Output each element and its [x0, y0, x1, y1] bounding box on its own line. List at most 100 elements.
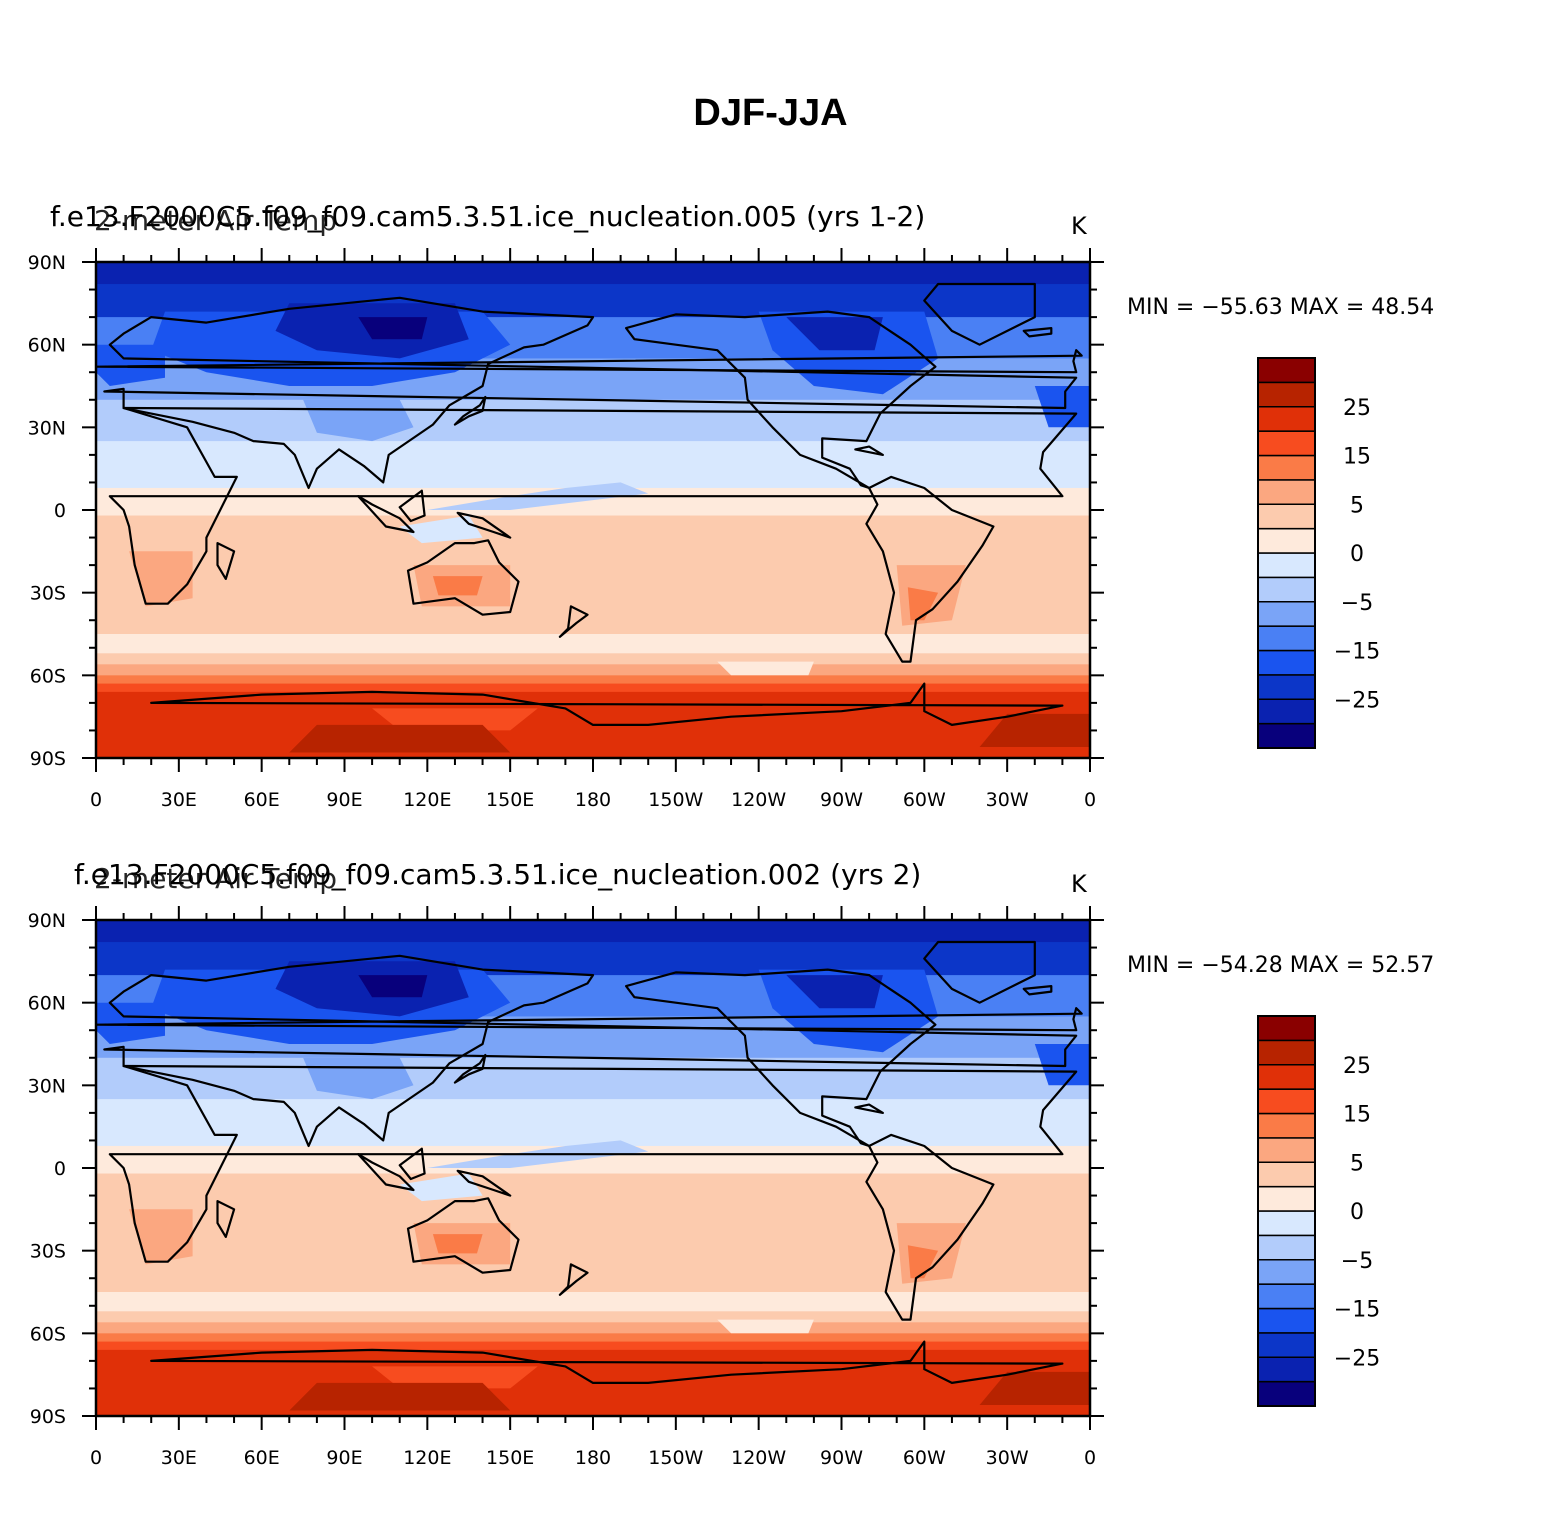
coastline [923, 282, 1036, 346]
lon-tick-label: 120W [731, 789, 786, 811]
lon-tick-label: 60W [903, 789, 946, 811]
case-title: f.e13.F2000C5.f09_f09.cam5.3.51.ice_nucl… [74, 858, 922, 891]
temperature-band [96, 1322, 1090, 1334]
temperature-anomaly-region [289, 724, 511, 753]
temperature-anomaly-region [358, 317, 428, 340]
temperature-band [96, 634, 1090, 654]
temperature-anomaly-region [717, 1319, 814, 1334]
temperature-band [96, 1333, 1090, 1343]
lon-tick-label: 180 [575, 1447, 611, 1469]
coastline [406, 539, 520, 616]
colorbar-swatch [1257, 1380, 1316, 1407]
colorbar-swatch [1257, 503, 1316, 530]
temperature-band [96, 653, 1090, 665]
temperature-band [96, 664, 1090, 676]
colorbar-label: 15 [1343, 445, 1371, 470]
contour-fill [96, 262, 1090, 758]
map-plot: 90N 60N 30N 0 30S 60S 90S 0 30E 60E 90E 120E 150E 180… [28, 906, 1380, 1469]
lat-tick-label: 30N [28, 1075, 66, 1097]
lon-tick-label: 150E [486, 789, 534, 811]
colorbar-swatch [1257, 357, 1316, 384]
colorbar-label: 25 [1343, 396, 1371, 421]
contour-fill [96, 920, 1090, 1416]
colorbar-swatch [1257, 1137, 1316, 1163]
coastline [357, 495, 415, 534]
colorbar-swatch [1257, 552, 1316, 579]
colorbar: 25 15 5 0 −5 −15 −25 [1257, 357, 1380, 749]
colorbar-swatch [1257, 1015, 1316, 1042]
lon-tick-label: 0 [90, 789, 102, 811]
coastline [357, 1153, 415, 1192]
lat-tick-label: 60S [30, 1323, 66, 1345]
colorbar-swatch [1257, 722, 1316, 749]
coastline [96, 349, 1083, 374]
colorbar-label: 15 [1343, 1103, 1371, 1128]
colorbar-swatch [1257, 1161, 1316, 1188]
units-label: K [1071, 870, 1087, 898]
map-panel-2: f.e13.F2000C5.f09_f09.cam5.3.51.ice_nucl… [0, 856, 1541, 1516]
colorbar-swatch [1257, 1234, 1316, 1261]
colorbar-label: 0 [1350, 1200, 1364, 1225]
lon-tick-label: 120W [731, 1447, 786, 1469]
coastline [624, 968, 937, 1148]
temperature-anomaly-region [979, 713, 1090, 747]
coastline [1022, 985, 1053, 996]
colorbar: 25 15 5 0 −5 −15 −25 [1257, 1015, 1380, 1407]
map-panel-1: f.e13.F2000C5.f09_f09.cam5.3.51.ice_nucl… [0, 198, 1541, 858]
temperature-anomaly-region [358, 975, 428, 998]
colorbar-swatch [1257, 1088, 1316, 1115]
lat-tick-label: 30S [30, 583, 66, 605]
coastline [453, 1053, 487, 1084]
colorbar-label: −25 [1334, 1346, 1380, 1371]
temperature-band [96, 262, 1090, 285]
coastline [96, 1007, 1083, 1032]
colorbar-swatch [1257, 1283, 1316, 1310]
temperature-anomaly-region [289, 1382, 511, 1411]
main-title: DJF-JJA [693, 92, 848, 134]
lon-tick-label: 120E [403, 1447, 451, 1469]
temperature-band [96, 1360, 1090, 1416]
colorbar-swatch [1257, 601, 1316, 627]
temperature-anomaly-region [786, 975, 883, 1009]
coastline [103, 296, 1078, 490]
lon-tick-label: 150W [648, 1447, 703, 1469]
variable-title: 2-meter Air Temp [94, 204, 338, 237]
coastline [624, 310, 937, 490]
temperature-anomaly-region [399, 515, 483, 544]
lat-tick-label: 30N [28, 417, 66, 439]
coastline [108, 1064, 1078, 1263]
colorbar-swatch [1257, 1356, 1316, 1383]
temperature-band [96, 1311, 1090, 1323]
lon-tick-label: 30E [161, 789, 197, 811]
lat-tick-label: 60S [30, 665, 66, 687]
coastline [854, 445, 885, 456]
variable-title: 2-meter Air Temp [94, 862, 338, 895]
lon-tick-label: 180 [575, 789, 611, 811]
lat-tick-label: 90N [28, 252, 66, 274]
coastline [558, 605, 589, 638]
lon-tick-label: 60E [244, 789, 280, 811]
map-plot: 90N 60N 30N 0 30S 60S 90S 0 30E 60E 90E 120E 150E 180… [28, 248, 1380, 811]
coastline [398, 1147, 426, 1181]
temperature-anomaly-region [129, 551, 193, 607]
units-label: K [1071, 212, 1087, 240]
coastline [854, 1103, 885, 1114]
temperature-anomaly-region [1034, 386, 1090, 428]
coastline [406, 1197, 520, 1274]
temperature-anomaly-region [399, 1173, 483, 1202]
colorbar-label: −15 [1334, 1298, 1380, 1323]
temperature-anomaly-region [432, 1234, 483, 1254]
coastline [558, 1263, 589, 1296]
temperature-band [96, 1292, 1090, 1312]
colorbar-swatch [1257, 1112, 1316, 1139]
lon-tick-label: 150W [648, 789, 703, 811]
colorbar-label: 5 [1350, 1151, 1364, 1176]
colorbar-swatch [1257, 1064, 1316, 1090]
temperature-band [96, 1341, 1090, 1351]
coastline [456, 511, 512, 539]
lat-tick-label: 0 [54, 500, 66, 522]
temperature-anomaly-region [786, 317, 883, 351]
min-max-text: MIN = −54.28 MAX = 52.57 [1127, 953, 1435, 978]
temperature-band [96, 683, 1090, 693]
lon-tick-label: 0 [1084, 1447, 1096, 1469]
